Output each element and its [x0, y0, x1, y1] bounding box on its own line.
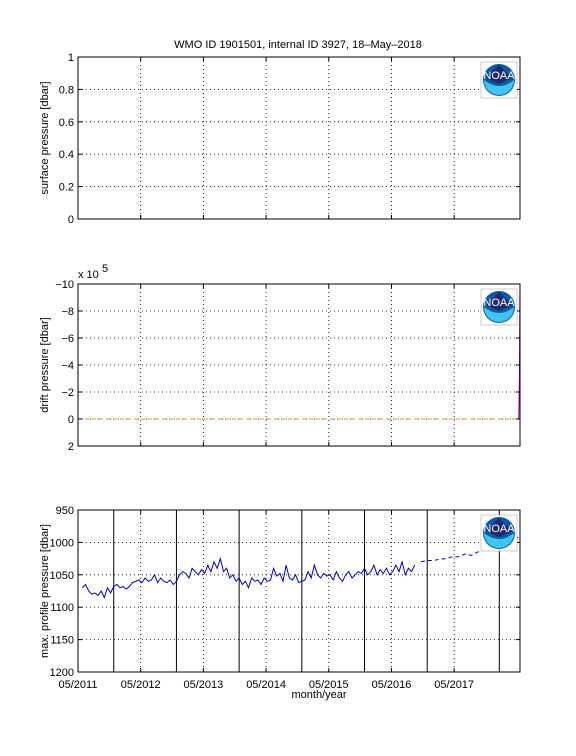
logo-bird: [486, 292, 512, 311]
logo-bird: [486, 65, 512, 84]
y-tick-label: 950: [56, 505, 74, 517]
y-tick-label: 0.4: [59, 149, 74, 161]
figure-title: WMO ID 1901501, internal ID 3927, 18–May…: [174, 39, 422, 51]
y-tick-label: 0: [68, 414, 74, 426]
axis-exponent-label: x 10: [78, 269, 99, 281]
logo-text: NOAA: [483, 70, 515, 82]
x-tick-label: 05/2013: [184, 679, 224, 691]
logo-bird: [486, 518, 512, 537]
y-tick-label: 1200: [50, 667, 74, 679]
x-tick-label: 05/2014: [246, 679, 286, 691]
chart-panel-1: 0 0.2 0.4 0.6 0.8 1 surface pressure [dbar] NOA…: [39, 52, 521, 226]
y-axis-label: drift pressure [dbar]: [39, 317, 51, 412]
y-tick-label: 0.2: [59, 182, 74, 194]
noaa-logo-icon: NOAA: [480, 61, 518, 99]
x-tick-label: 05/2011: [59, 679, 98, 691]
axes-frame: [77, 56, 521, 220]
plot-area: [78, 57, 520, 219]
y-tick-label: −2: [61, 387, 74, 399]
axes-frame: [77, 509, 521, 673]
x-axis-label: month/year: [291, 689, 346, 701]
y-tick-label: 0: [68, 214, 74, 226]
axis-exponent-power: 5: [102, 263, 108, 275]
noaa-logo-icon: NOAA: [480, 288, 518, 326]
logo-text: NOAA: [483, 523, 515, 535]
logo-sea: [484, 307, 514, 322]
noaa-logo-icon: NOAA: [480, 514, 518, 552]
y-tick-label: 1150: [50, 635, 74, 647]
y-tick-label: 1050: [50, 570, 74, 582]
x-tick-label: 05/2015: [309, 679, 349, 691]
logo-sea: [484, 533, 514, 548]
y-tick-label: −8: [61, 306, 74, 318]
y-tick-label: 0.8: [59, 84, 74, 96]
plot-area: [78, 510, 520, 672]
logo-text: NOAA: [483, 297, 515, 309]
y-tick-label: 1000: [50, 537, 74, 549]
y-tick-label: −4: [61, 360, 74, 372]
chart-panel-2: −10 −8 −6 −4 −2 0 2 drift pressure [dbar] x 10 5 N…: [39, 263, 521, 453]
x-tick-label: 05/2017: [434, 679, 474, 691]
y-tick-label: −10: [55, 279, 74, 291]
y-tick-label: 1100: [50, 602, 74, 614]
x-tick-label: 05/2016: [372, 679, 412, 691]
y-tick-label: 0.6: [59, 117, 74, 129]
data-series-1: [82, 556, 416, 599]
x-tick-label: 05/2012: [121, 679, 161, 691]
y-tick-label: 1: [68, 52, 74, 64]
y-tick-label: 2: [68, 441, 74, 453]
logo-sea: [484, 80, 514, 95]
y-tick-label: −6: [61, 333, 74, 345]
y-axis-label: max. profile pressure [dbar]: [39, 524, 51, 658]
y-axis-label: surface pressure [dbar]: [39, 81, 51, 194]
